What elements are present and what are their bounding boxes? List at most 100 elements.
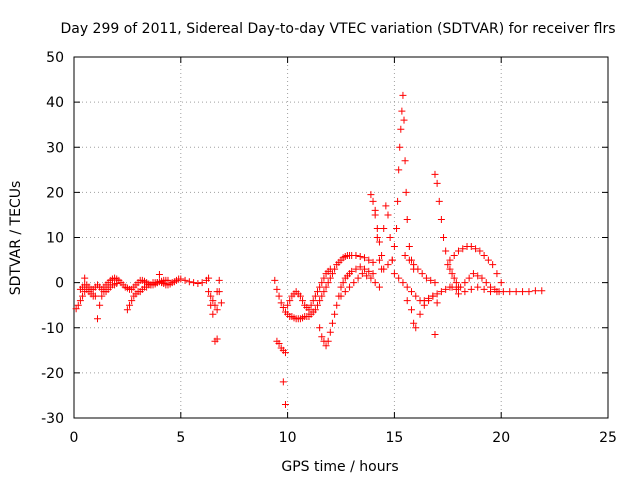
- data-point: [373, 224, 381, 232]
- data-point: [316, 297, 324, 305]
- data-point: [356, 252, 364, 260]
- data-point: [314, 288, 322, 296]
- data-point: [365, 256, 373, 264]
- data-point: [318, 292, 326, 300]
- data-point: [369, 270, 377, 278]
- data-point: [427, 276, 435, 284]
- data-point: [425, 294, 433, 302]
- data-point: [400, 116, 408, 124]
- data-point: [407, 288, 415, 296]
- data-point: [369, 258, 377, 266]
- data-point: [198, 279, 206, 287]
- y-tick-label: 0: [55, 276, 64, 292]
- x-tick-label: 0: [70, 430, 79, 446]
- data-point: [164, 276, 172, 284]
- data-point: [412, 292, 420, 300]
- data-point: [487, 288, 495, 296]
- x-tick-label: 25: [599, 430, 617, 446]
- data-point: [493, 288, 501, 296]
- data-point: [442, 285, 450, 293]
- data-point: [318, 333, 326, 341]
- data-point: [337, 292, 345, 300]
- data-point: [482, 279, 490, 287]
- data-point: [326, 265, 334, 273]
- data-point: [525, 288, 533, 296]
- data-point: [399, 91, 407, 99]
- data-point: [489, 261, 497, 269]
- data-point: [467, 285, 475, 293]
- data-point: [354, 274, 362, 282]
- data-point: [98, 292, 106, 300]
- data-point: [79, 292, 87, 300]
- data-point: [74, 301, 82, 309]
- x-tick-label: 10: [279, 430, 297, 446]
- data-point: [401, 252, 409, 260]
- data-point: [465, 274, 473, 282]
- data-point: [431, 170, 439, 178]
- data-point: [442, 247, 450, 255]
- data-point: [480, 285, 488, 293]
- data-point: [205, 288, 213, 296]
- data-point: [472, 245, 480, 253]
- data-point: [190, 279, 198, 287]
- data-point: [333, 301, 341, 309]
- data-point: [448, 283, 456, 291]
- data-point: [281, 400, 289, 408]
- data-point: [324, 279, 332, 287]
- data-point: [93, 315, 101, 323]
- data-point: [390, 270, 398, 278]
- data-point: [446, 256, 454, 264]
- data-point: [346, 283, 354, 291]
- data-point: [341, 288, 349, 296]
- data-point: [126, 301, 134, 309]
- data-point: [348, 267, 356, 275]
- data-point: [123, 306, 131, 314]
- data-point: [420, 297, 428, 305]
- data-point: [380, 224, 388, 232]
- data-point: [384, 211, 392, 219]
- data-point: [437, 288, 445, 296]
- data-point: [433, 299, 441, 307]
- data-point: [113, 280, 121, 288]
- data-point: [279, 303, 287, 311]
- data-point: [429, 292, 437, 300]
- data-point: [384, 261, 392, 269]
- data-point: [205, 274, 213, 282]
- y-tick-label: 10: [46, 231, 64, 247]
- data-point: [320, 274, 328, 282]
- data-point: [365, 267, 373, 275]
- data-point: [367, 191, 375, 199]
- data-point: [378, 252, 386, 260]
- data-point: [437, 215, 445, 223]
- data-point: [405, 256, 413, 264]
- axis-ticks: 0 5 10 15 20 25 -30 -20 -10 0 10 20 30 40 50: [41, 50, 617, 446]
- data-point: [476, 247, 484, 255]
- data-point: [322, 283, 330, 291]
- data-point: [217, 299, 225, 307]
- data-point: [185, 278, 193, 286]
- data-point: [375, 256, 383, 264]
- data-point: [326, 328, 334, 336]
- data-point: [393, 224, 401, 232]
- data-point: [213, 306, 221, 314]
- data-point: [396, 143, 404, 151]
- data-point: [209, 310, 217, 318]
- data-point: [275, 340, 283, 348]
- data-point: [215, 288, 223, 296]
- data-point: [350, 279, 358, 287]
- data-point: [512, 288, 520, 296]
- data-point: [96, 301, 104, 309]
- data-point: [207, 292, 215, 300]
- data-point: [331, 310, 339, 318]
- data-point: [281, 349, 289, 357]
- data-points: [72, 91, 546, 408]
- data-point: [450, 252, 458, 260]
- data-point: [279, 378, 287, 386]
- data-point: [506, 288, 514, 296]
- data-point: [403, 283, 411, 291]
- data-point: [478, 274, 486, 282]
- data-point: [405, 243, 413, 251]
- data-point: [352, 265, 360, 273]
- data-point: [431, 331, 439, 339]
- data-point: [469, 270, 477, 278]
